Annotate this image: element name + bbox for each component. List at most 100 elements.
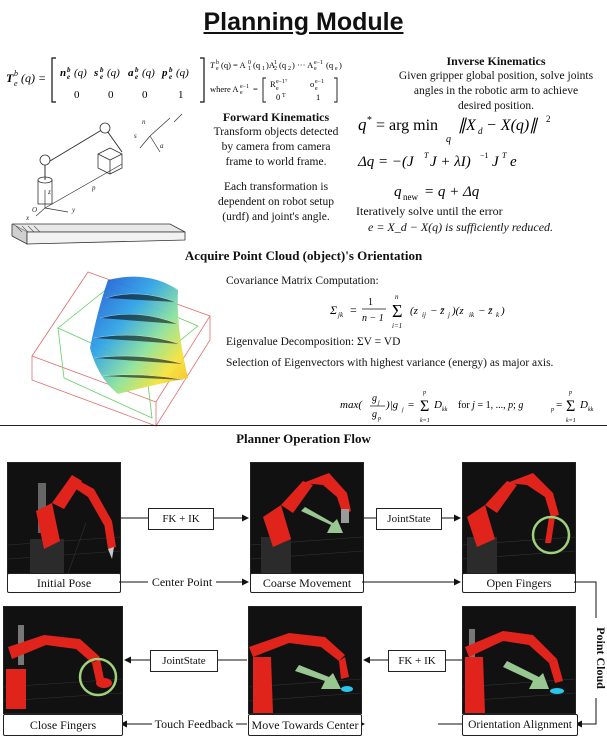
svg-text:n: n [60, 67, 66, 79]
svg-text:e: e [240, 90, 243, 96]
svg-text:*: * [367, 115, 372, 126]
panel-open-fingers [462, 462, 576, 574]
edge-center-point: Center Point [148, 575, 216, 590]
svg-text:e: e [315, 86, 318, 92]
svg-text:o: o [310, 79, 314, 89]
svg-text:Σ: Σ [392, 301, 402, 321]
fk-description-1: Transform objects detected by camera fro… [213, 126, 339, 168]
svg-text:k: k [496, 311, 500, 319]
svg-text:e: e [276, 86, 279, 92]
svg-text:b: b [216, 60, 219, 66]
svg-text:2: 2 [546, 114, 551, 124]
svg-text:2: 2 [288, 66, 291, 72]
svg-text:Σ: Σ [330, 303, 337, 317]
svg-text:y: y [71, 206, 76, 214]
svg-text:b: b [14, 69, 18, 78]
fk-matrix-equation: T b e (q) = n be (q) s be (q) a be (q) p be (q) … [6, 57, 342, 103]
stage-close-fingers: Close Fingers [3, 714, 123, 736]
svg-text:=: = [350, 303, 357, 317]
svg-text:s: s [134, 132, 137, 140]
svg-text:J: J [492, 154, 500, 170]
svg-text:=: = [408, 399, 414, 411]
svg-text:)(z: )(z [451, 305, 464, 317]
svg-text:(q) = A: (q) = A [221, 60, 246, 70]
svg-text:g: g [372, 409, 377, 420]
fk-description-2: Each transformation is dependent on robo… [218, 181, 334, 223]
svg-text:2: 2 [274, 66, 277, 72]
svg-text:max(: max( [340, 399, 363, 411]
svg-text:b: b [135, 66, 139, 74]
svg-text:0: 0 [108, 89, 114, 101]
svg-text:where A: where A [210, 84, 239, 94]
svg-text:b: b [67, 66, 71, 74]
svg-text:g: g [372, 393, 377, 404]
svg-text:1: 1 [368, 297, 373, 308]
svg-text:k=1: k=1 [566, 418, 576, 424]
svg-text:T: T [6, 71, 14, 85]
edge-jointstate-top: JointState [376, 508, 442, 530]
fk-title: Forward Kinematics [222, 110, 330, 124]
svg-text:Δq = −(J: Δq = −(J [357, 154, 415, 170]
pc-title: Acquire Point Cloud (object)'s Orientati… [184, 248, 423, 263]
svg-text:e: e [135, 73, 138, 81]
svg-text:a: a [128, 67, 134, 79]
edge-fk-ik-top: FK + IK [148, 508, 214, 530]
svg-text:e: e [314, 66, 317, 72]
svg-text:ik: ik [469, 311, 475, 319]
svg-text:T: T [424, 151, 429, 160]
edge-touch-feedback: Touch Feedback [152, 717, 236, 732]
svg-text:0: 0 [276, 92, 280, 102]
svg-text:new: new [403, 192, 418, 202]
svg-text:a: a [160, 142, 164, 150]
svg-text:s: s [93, 67, 98, 79]
svg-text:− z̄: − z̄ [430, 305, 445, 317]
svg-text:)A: )A [266, 60, 276, 70]
stage-initial-pose: Initial Pose [7, 573, 121, 593]
svg-text:1: 1 [248, 66, 251, 72]
svg-text:p: p [550, 407, 554, 413]
svg-text:n: n [142, 118, 146, 126]
svg-text:e: e [14, 79, 18, 88]
svg-text:−1: −1 [480, 151, 489, 160]
svg-text:k=1: k=1 [420, 418, 430, 424]
svg-text:(q): (q) [74, 67, 87, 79]
svg-text:=: = [556, 399, 562, 411]
svg-text:q: q [358, 115, 367, 134]
svg-text:x: x [25, 214, 30, 222]
panel-coarse-movement [250, 462, 364, 574]
edge-fk-ik-bottom: FK + IK [388, 650, 446, 672]
section-divider [0, 425, 607, 426]
svg-text:): ) [339, 60, 342, 70]
svg-text:e: e [335, 66, 338, 72]
svg-text:) ··· A: ) ··· A [292, 60, 314, 70]
ik-error-text: e = X_d − X(q) is sufficiently reduced. [368, 220, 554, 234]
svg-text:0: 0 [142, 89, 148, 101]
svg-text:R: R [270, 79, 276, 89]
svg-text:q: q [446, 134, 451, 145]
svg-text:1: 1 [262, 66, 265, 72]
svg-text:kk: kk [442, 407, 448, 413]
svg-text:n − 1: n − 1 [362, 313, 384, 324]
stage-open-fingers: Open Fingers [462, 573, 576, 593]
pc-selection-label: Selection of Eigenvectors with highest v… [226, 357, 554, 369]
stage-orientation-alignment: Orientation Alignment [462, 714, 578, 736]
svg-text:=: = [253, 84, 258, 94]
panel-close-fingers [3, 606, 123, 714]
svg-text:(z: (z [410, 305, 419, 317]
svg-text:(q): (q) [176, 67, 189, 79]
svg-text:(q: (q [326, 60, 334, 70]
svg-text:for j = 1, ..., p; g: for j = 1, ..., p; g [458, 400, 523, 411]
svg-text:q: q [394, 184, 402, 200]
ik-description: Given gripper global position, solve joi… [398, 70, 594, 112]
stage-move-towards-center: Move Towards Center [248, 714, 362, 736]
svg-text:(q): (q) [142, 67, 155, 79]
svg-text:e: e [169, 73, 172, 81]
edge-jointstate-bottom: JointState [150, 650, 218, 672]
svg-text:1: 1 [316, 92, 320, 102]
svg-text:b: b [100, 66, 104, 74]
svg-text:): ) [500, 305, 505, 317]
svg-text:e−1ᵀ: e−1ᵀ [276, 79, 288, 85]
svg-text:(q) =: (q) = [21, 71, 46, 85]
svg-text:O: O [32, 206, 37, 214]
